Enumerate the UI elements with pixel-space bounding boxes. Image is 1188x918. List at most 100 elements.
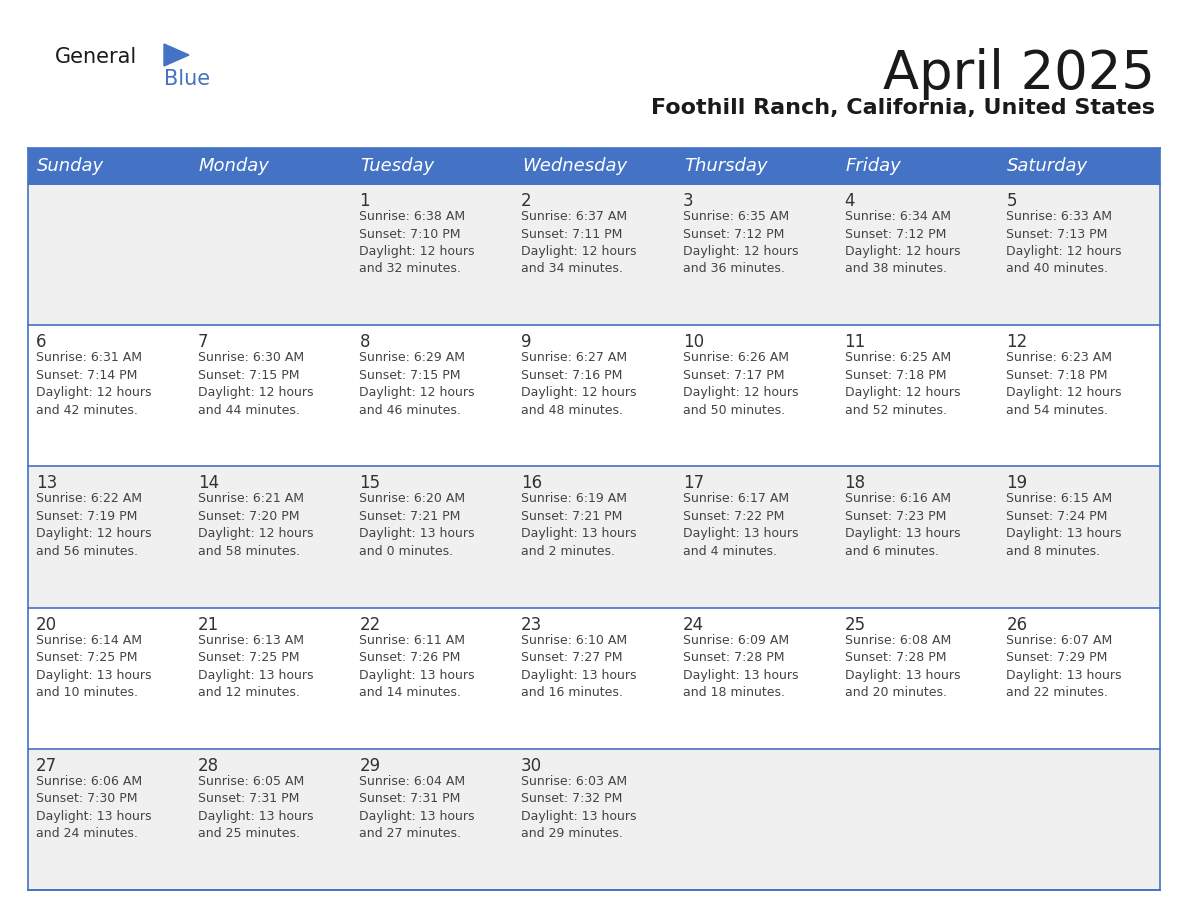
- Bar: [675, 749, 836, 890]
- Text: 21: 21: [197, 616, 219, 633]
- Text: Sunrise: 6:17 AM
Sunset: 7:22 PM
Daylight: 13 hours
and 4 minutes.: Sunrise: 6:17 AM Sunset: 7:22 PM Dayligh…: [683, 492, 798, 558]
- Text: 22: 22: [360, 616, 380, 633]
- Text: 17: 17: [683, 475, 704, 492]
- Bar: [836, 749, 998, 890]
- Text: 18: 18: [845, 475, 866, 492]
- Text: Sunrise: 6:21 AM
Sunset: 7:20 PM
Daylight: 12 hours
and 58 minutes.: Sunrise: 6:21 AM Sunset: 7:20 PM Dayligh…: [197, 492, 314, 558]
- Text: Sunrise: 6:38 AM
Sunset: 7:10 PM
Daylight: 12 hours
and 32 minutes.: Sunrise: 6:38 AM Sunset: 7:10 PM Dayligh…: [360, 210, 475, 275]
- Bar: [675, 466, 836, 608]
- Text: 16: 16: [522, 475, 542, 492]
- Text: Sunrise: 6:10 AM
Sunset: 7:27 PM
Daylight: 13 hours
and 16 minutes.: Sunrise: 6:10 AM Sunset: 7:27 PM Dayligh…: [522, 633, 637, 700]
- Text: Blue: Blue: [164, 69, 210, 89]
- Text: Sunrise: 6:15 AM
Sunset: 7:24 PM
Daylight: 13 hours
and 8 minutes.: Sunrise: 6:15 AM Sunset: 7:24 PM Dayligh…: [1006, 492, 1121, 558]
- Bar: [352, 466, 513, 608]
- Text: 6: 6: [36, 333, 46, 352]
- Bar: [352, 148, 513, 184]
- Bar: [190, 466, 352, 608]
- Text: Foothill Ranch, California, United States: Foothill Ranch, California, United State…: [651, 98, 1155, 118]
- Text: Sunrise: 6:16 AM
Sunset: 7:23 PM
Daylight: 13 hours
and 6 minutes.: Sunrise: 6:16 AM Sunset: 7:23 PM Dayligh…: [845, 492, 960, 558]
- Bar: [836, 184, 998, 325]
- Text: 9: 9: [522, 333, 532, 352]
- Text: April 2025: April 2025: [883, 48, 1155, 100]
- Text: 4: 4: [845, 192, 855, 210]
- Bar: [998, 325, 1159, 466]
- Bar: [513, 325, 675, 466]
- Bar: [352, 608, 513, 749]
- Text: Saturday: Saturday: [1007, 157, 1088, 175]
- Bar: [675, 148, 836, 184]
- Bar: [190, 749, 352, 890]
- Text: Sunrise: 6:07 AM
Sunset: 7:29 PM
Daylight: 13 hours
and 22 minutes.: Sunrise: 6:07 AM Sunset: 7:29 PM Dayligh…: [1006, 633, 1121, 700]
- Text: Sunrise: 6:11 AM
Sunset: 7:26 PM
Daylight: 13 hours
and 14 minutes.: Sunrise: 6:11 AM Sunset: 7:26 PM Dayligh…: [360, 633, 475, 700]
- Text: 11: 11: [845, 333, 866, 352]
- Bar: [836, 466, 998, 608]
- Text: Sunrise: 6:05 AM
Sunset: 7:31 PM
Daylight: 13 hours
and 25 minutes.: Sunrise: 6:05 AM Sunset: 7:31 PM Dayligh…: [197, 775, 314, 840]
- Text: 13: 13: [36, 475, 57, 492]
- Polygon shape: [164, 44, 189, 66]
- Bar: [190, 325, 352, 466]
- Bar: [352, 749, 513, 890]
- Text: Sunrise: 6:14 AM
Sunset: 7:25 PM
Daylight: 13 hours
and 10 minutes.: Sunrise: 6:14 AM Sunset: 7:25 PM Dayligh…: [36, 633, 152, 700]
- Bar: [513, 184, 675, 325]
- Text: 29: 29: [360, 756, 380, 775]
- Text: Sunrise: 6:22 AM
Sunset: 7:19 PM
Daylight: 12 hours
and 56 minutes.: Sunrise: 6:22 AM Sunset: 7:19 PM Dayligh…: [36, 492, 152, 558]
- Text: Sunrise: 6:33 AM
Sunset: 7:13 PM
Daylight: 12 hours
and 40 minutes.: Sunrise: 6:33 AM Sunset: 7:13 PM Dayligh…: [1006, 210, 1121, 275]
- Bar: [29, 325, 190, 466]
- Bar: [352, 184, 513, 325]
- Bar: [29, 148, 190, 184]
- Text: Sunrise: 6:29 AM
Sunset: 7:15 PM
Daylight: 12 hours
and 46 minutes.: Sunrise: 6:29 AM Sunset: 7:15 PM Dayligh…: [360, 352, 475, 417]
- Text: Sunrise: 6:26 AM
Sunset: 7:17 PM
Daylight: 12 hours
and 50 minutes.: Sunrise: 6:26 AM Sunset: 7:17 PM Dayligh…: [683, 352, 798, 417]
- Bar: [998, 749, 1159, 890]
- Bar: [29, 184, 190, 325]
- Bar: [190, 608, 352, 749]
- Text: Sunrise: 6:31 AM
Sunset: 7:14 PM
Daylight: 12 hours
and 42 minutes.: Sunrise: 6:31 AM Sunset: 7:14 PM Dayligh…: [36, 352, 152, 417]
- Bar: [836, 608, 998, 749]
- Bar: [675, 325, 836, 466]
- Text: Sunrise: 6:27 AM
Sunset: 7:16 PM
Daylight: 12 hours
and 48 minutes.: Sunrise: 6:27 AM Sunset: 7:16 PM Dayligh…: [522, 352, 637, 417]
- Text: Sunrise: 6:30 AM
Sunset: 7:15 PM
Daylight: 12 hours
and 44 minutes.: Sunrise: 6:30 AM Sunset: 7:15 PM Dayligh…: [197, 352, 314, 417]
- Text: Sunrise: 6:08 AM
Sunset: 7:28 PM
Daylight: 13 hours
and 20 minutes.: Sunrise: 6:08 AM Sunset: 7:28 PM Dayligh…: [845, 633, 960, 700]
- Text: 20: 20: [36, 616, 57, 633]
- Text: Sunrise: 6:13 AM
Sunset: 7:25 PM
Daylight: 13 hours
and 12 minutes.: Sunrise: 6:13 AM Sunset: 7:25 PM Dayligh…: [197, 633, 314, 700]
- Text: 12: 12: [1006, 333, 1028, 352]
- Bar: [513, 608, 675, 749]
- Text: Sunrise: 6:09 AM
Sunset: 7:28 PM
Daylight: 13 hours
and 18 minutes.: Sunrise: 6:09 AM Sunset: 7:28 PM Dayligh…: [683, 633, 798, 700]
- Bar: [29, 608, 190, 749]
- Text: 3: 3: [683, 192, 694, 210]
- Bar: [190, 148, 352, 184]
- Text: Thursday: Thursday: [684, 157, 767, 175]
- Bar: [675, 184, 836, 325]
- Bar: [675, 608, 836, 749]
- Bar: [998, 148, 1159, 184]
- Text: 26: 26: [1006, 616, 1028, 633]
- Text: Sunday: Sunday: [37, 157, 105, 175]
- Text: Monday: Monday: [198, 157, 270, 175]
- Bar: [998, 466, 1159, 608]
- Text: 2: 2: [522, 192, 532, 210]
- Text: Sunrise: 6:34 AM
Sunset: 7:12 PM
Daylight: 12 hours
and 38 minutes.: Sunrise: 6:34 AM Sunset: 7:12 PM Dayligh…: [845, 210, 960, 275]
- Text: Wednesday: Wednesday: [523, 157, 627, 175]
- Text: 10: 10: [683, 333, 704, 352]
- Text: 27: 27: [36, 756, 57, 775]
- Text: Sunrise: 6:06 AM
Sunset: 7:30 PM
Daylight: 13 hours
and 24 minutes.: Sunrise: 6:06 AM Sunset: 7:30 PM Dayligh…: [36, 775, 152, 840]
- Text: Sunrise: 6:20 AM
Sunset: 7:21 PM
Daylight: 13 hours
and 0 minutes.: Sunrise: 6:20 AM Sunset: 7:21 PM Dayligh…: [360, 492, 475, 558]
- Bar: [352, 325, 513, 466]
- Text: 25: 25: [845, 616, 866, 633]
- Text: General: General: [55, 47, 138, 67]
- Bar: [513, 148, 675, 184]
- Text: Sunrise: 6:25 AM
Sunset: 7:18 PM
Daylight: 12 hours
and 52 minutes.: Sunrise: 6:25 AM Sunset: 7:18 PM Dayligh…: [845, 352, 960, 417]
- Text: 30: 30: [522, 756, 542, 775]
- Text: 23: 23: [522, 616, 543, 633]
- Text: 19: 19: [1006, 475, 1028, 492]
- Text: 24: 24: [683, 616, 704, 633]
- Text: 8: 8: [360, 333, 369, 352]
- Text: Sunrise: 6:19 AM
Sunset: 7:21 PM
Daylight: 13 hours
and 2 minutes.: Sunrise: 6:19 AM Sunset: 7:21 PM Dayligh…: [522, 492, 637, 558]
- Bar: [513, 749, 675, 890]
- Bar: [836, 325, 998, 466]
- Text: 1: 1: [360, 192, 369, 210]
- Bar: [29, 466, 190, 608]
- Bar: [190, 184, 352, 325]
- Text: 5: 5: [1006, 192, 1017, 210]
- Text: Sunrise: 6:04 AM
Sunset: 7:31 PM
Daylight: 13 hours
and 27 minutes.: Sunrise: 6:04 AM Sunset: 7:31 PM Dayligh…: [360, 775, 475, 840]
- Bar: [29, 749, 190, 890]
